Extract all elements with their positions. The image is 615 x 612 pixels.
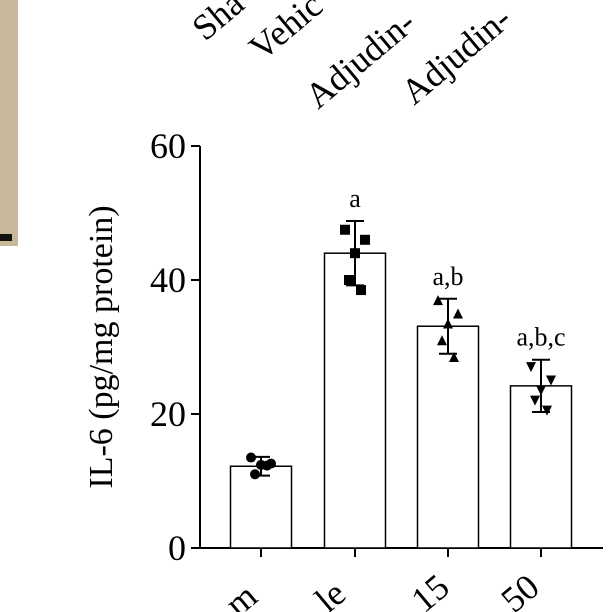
bar (418, 326, 479, 548)
data-point (526, 362, 536, 372)
data-point (246, 453, 256, 463)
group-label: Vehic (241, 0, 330, 68)
photo-fragment (0, 0, 18, 246)
group-label: Adjudin- (393, 0, 518, 112)
annotation: a,b (432, 262, 463, 291)
bar (231, 466, 292, 548)
x-tick-label: 50 (493, 566, 546, 612)
data-point (250, 469, 260, 479)
bar (325, 253, 386, 548)
data-point (453, 309, 463, 319)
data-point (344, 275, 354, 285)
y-axis-label: IL-6 (pg/mg protein) (83, 205, 120, 488)
y-tick-label: 0 (168, 528, 186, 568)
scale-bar (0, 234, 12, 241)
annotation: a (349, 184, 361, 213)
data-point (356, 285, 366, 295)
y-tick-label: 60 (150, 126, 186, 166)
x-tick-label: 15 (403, 566, 456, 612)
data-point (350, 248, 360, 258)
data-point (546, 376, 556, 386)
y-tick-label: 20 (150, 394, 186, 434)
x-tick-label: le (307, 573, 353, 612)
data-point (443, 319, 453, 329)
x-tick-label: m (217, 575, 264, 612)
data-point (340, 225, 350, 235)
chart: IL-6 (pg/mg protein) 0 20 40 60 Sha m a Vehic le… (0, 0, 615, 612)
data-point (360, 235, 370, 245)
data-point (433, 295, 443, 305)
data-point (262, 461, 272, 471)
group-label: Sha (184, 0, 251, 48)
y-tick-label: 40 (150, 260, 186, 300)
annotation: a,b,c (516, 323, 565, 352)
